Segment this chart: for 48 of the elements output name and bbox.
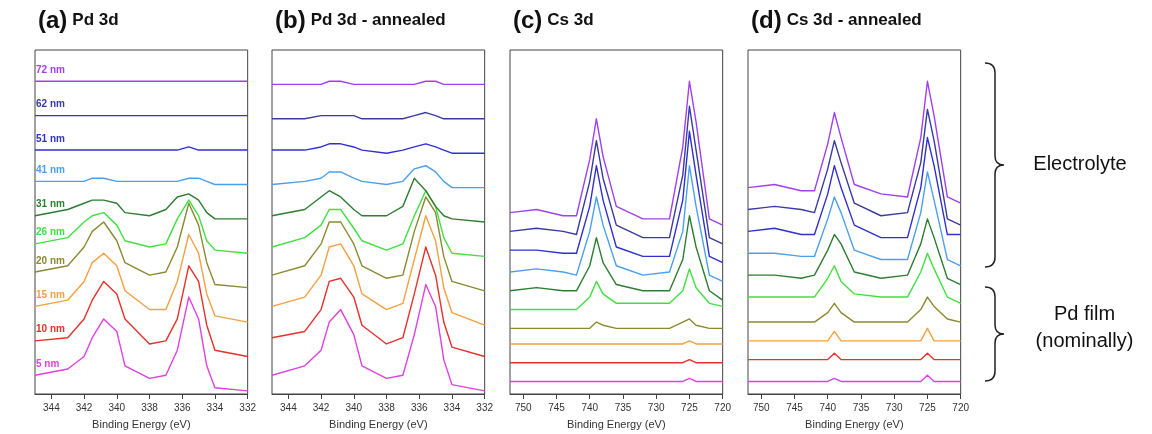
series-label: 10 nm bbox=[36, 323, 66, 335]
text: Electrolyte bbox=[1032, 151, 1128, 176]
series-label: 5 nm bbox=[36, 357, 60, 369]
chart-title: (a) Pd 3d bbox=[38, 5, 119, 33]
chart-title: (b) Pd 3d - annealed bbox=[275, 5, 446, 33]
x-tick-label: 338 bbox=[141, 401, 159, 413]
x-tick-label: 730 bbox=[885, 401, 903, 413]
x-tick-label: 725 bbox=[681, 401, 699, 413]
x-axis-title: Binding Energy (eV) bbox=[805, 417, 904, 430]
x-axis-title: Binding Energy (eV) bbox=[567, 417, 666, 430]
x-tick-label: 332 bbox=[239, 401, 257, 413]
series-label: 31 nm bbox=[36, 198, 66, 210]
series-label: 51 nm bbox=[36, 132, 66, 144]
x-tick-label: 725 bbox=[919, 401, 937, 413]
x-tick-label: 342 bbox=[312, 401, 330, 413]
x-tick-label: 344 bbox=[43, 401, 61, 413]
x-tick-label: 750 bbox=[514, 401, 533, 413]
series-label: 62 nm bbox=[36, 98, 66, 110]
x-tick-label: 332 bbox=[476, 401, 494, 413]
x-tick-label: 730 bbox=[647, 401, 665, 413]
x-tick-label: 336 bbox=[410, 401, 428, 413]
x-tick-label: 745 bbox=[548, 401, 566, 413]
series-label: 26 nm bbox=[36, 226, 66, 238]
x-tick-label: 720 bbox=[714, 401, 732, 413]
x-tick-label: 750 bbox=[752, 401, 771, 413]
series-label: 72 nm bbox=[36, 63, 66, 75]
x-tick-label: 340 bbox=[108, 401, 126, 413]
text: Pd film (nominally) bbox=[1034, 301, 1135, 353]
chart-title: (c) Cs 3d bbox=[513, 5, 594, 33]
x-tick-label: 340 bbox=[345, 401, 363, 413]
x-tick-label: 740 bbox=[581, 401, 599, 413]
series-label: 15 nm bbox=[36, 288, 66, 300]
x-tick-label: 334 bbox=[206, 401, 224, 413]
x-axis-title: Binding Energy (eV) bbox=[92, 417, 191, 430]
x-tick-label: 344 bbox=[280, 401, 298, 413]
x-tick-label: 336 bbox=[173, 401, 191, 413]
x-axis-title: Binding Energy (eV) bbox=[329, 417, 428, 430]
x-tick-label: 720 bbox=[952, 401, 970, 413]
x-tick-label: 745 bbox=[786, 401, 804, 413]
x-tick-label: 334 bbox=[443, 401, 461, 413]
x-tick-label: 735 bbox=[852, 401, 870, 413]
x-tick-label: 735 bbox=[614, 401, 632, 413]
series-label: 20 nm bbox=[36, 254, 66, 266]
x-tick-label: 740 bbox=[819, 401, 837, 413]
series-label: 41 nm bbox=[36, 163, 66, 175]
x-tick-label: 338 bbox=[378, 401, 396, 413]
chart-title: (d) Cs 3d - annealed bbox=[751, 5, 922, 33]
x-tick-label: 342 bbox=[75, 401, 93, 413]
